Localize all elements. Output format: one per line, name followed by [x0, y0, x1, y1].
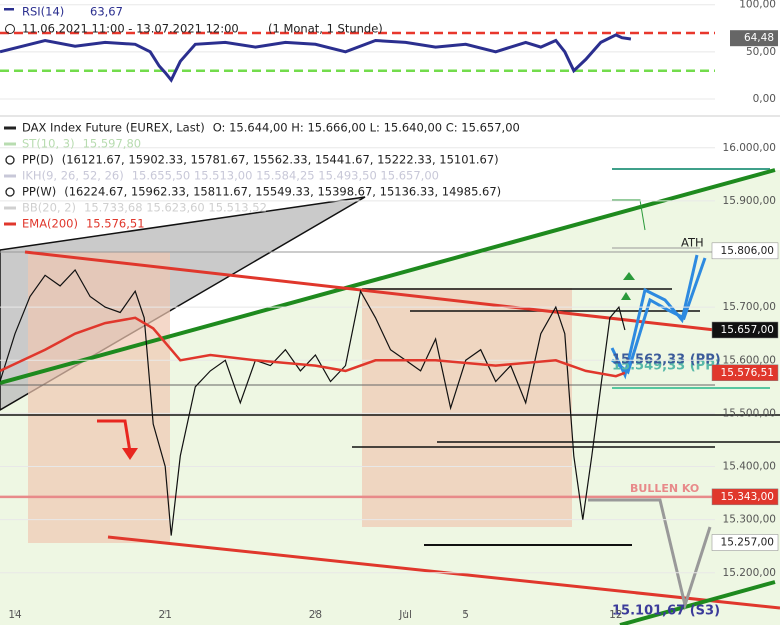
y-tick-label: 15.900,00 [723, 195, 776, 207]
series-line [0, 33, 632, 83]
price-marker-label: 15.343,00 [721, 491, 774, 503]
y-tick-label: 15.700,00 [723, 301, 776, 313]
zone-box [362, 288, 572, 527]
legend-icon [5, 155, 15, 165]
legend-icon [4, 126, 16, 130]
y-tick-label: 16.000,00 [723, 142, 776, 154]
rsi-marker [730, 30, 778, 47]
legend-name: PP(W) [22, 185, 56, 199]
price-marker [711, 534, 779, 551]
annotation: 15.101,67 (S3) [612, 604, 720, 619]
price-marker-label: 15.576,51 [721, 367, 774, 379]
legend-value: (16121.67, 15902.33, 15781.67, 15562.33,… [62, 153, 499, 167]
x-tick-label: 14 [8, 609, 22, 621]
y-tick-label: 0,00 [753, 93, 776, 105]
arrow-head [623, 272, 635, 280]
legend-name: ST(10, 3) [22, 137, 75, 151]
legend-name: DAX Index Future (EUREX, Last) [22, 121, 205, 135]
legend-value: 15.597,80 [83, 137, 142, 151]
arrow-head [122, 448, 138, 460]
arrow [610, 254, 699, 380]
y-tick-label: 15.200,00 [723, 567, 776, 579]
series-line [0, 268, 626, 536]
legend-value: (16224.67, 15962.33, 15811.67, 15549.33,… [64, 185, 501, 199]
trend-line [24, 250, 716, 332]
y-tick-label: 50,00 [746, 46, 776, 58]
clock-icon [5, 24, 15, 34]
price-marker [711, 242, 779, 260]
legend-icon [4, 142, 16, 146]
subtitle: 11.06.2021 11:00 - 13.07.2021 12:00 [22, 22, 239, 36]
legend-value: O: 15.644,00 H: 15.666,00 L: 15.640,00 C… [213, 121, 520, 135]
rsi-marker-label: 64,48 [744, 32, 774, 44]
y-tick-label: 15.300,00 [723, 514, 776, 526]
series-line [0, 316, 626, 378]
arrow-head [621, 292, 631, 300]
arrow [611, 257, 707, 375]
annotation: BULLEN KO [630, 482, 699, 495]
legend-value: 15.655,50 15.513,00 15.584,25 15.493,50 … [132, 169, 439, 183]
y-tick-label: 15.500,00 [723, 407, 776, 419]
legend-name: BB(20, 2) [22, 201, 76, 215]
price-marker-label: 15.806,00 [721, 245, 774, 257]
trend-line [0, 168, 776, 385]
trend-line [619, 580, 776, 625]
annotation: ATH [681, 236, 704, 250]
legend-name: RSI(14) [22, 5, 64, 19]
price-marker [711, 364, 779, 382]
legend-icon [4, 222, 16, 226]
legend-icon [4, 206, 16, 210]
x-tick-label: 5 [462, 609, 469, 621]
legend-swatch [4, 8, 14, 11]
y-tick-label: 15.600,00 [723, 354, 776, 366]
x-tick-label: 21 [159, 609, 172, 621]
x-tick-label: 12 [609, 609, 622, 621]
legend-name: EMA(200) [22, 217, 78, 231]
legend-name: IKH(9, 26, 52, 26) [22, 169, 124, 183]
x-tick-label: Jul [398, 609, 412, 621]
legend-value: 15.733,68 15.623,60 15.513,52 [84, 201, 267, 215]
price-marker-label: 15.257,00 [721, 537, 774, 549]
price-marker [711, 488, 779, 506]
legend-name: PP(D) [22, 153, 54, 167]
y-tick-label: 15.400,00 [723, 461, 776, 473]
arrow [588, 498, 712, 611]
y-tick-label: 100,00 [739, 0, 776, 11]
annotation: 15.549,33 (PP) [612, 359, 721, 374]
arrow [612, 199, 646, 231]
arrow [97, 419, 132, 453]
zone-box [28, 252, 170, 543]
legend-value: 15.576,51 [86, 217, 145, 231]
legend-icon [5, 187, 15, 197]
x-tick-label: 28 [309, 609, 322, 621]
price-marker [711, 321, 779, 339]
price-marker-label: 15.657,00 [721, 324, 774, 336]
legend-value: 63,67 [90, 5, 123, 19]
subtitle-note: (1 Monat, 1 Stunde) [268, 22, 383, 36]
legend-icon [4, 174, 16, 178]
